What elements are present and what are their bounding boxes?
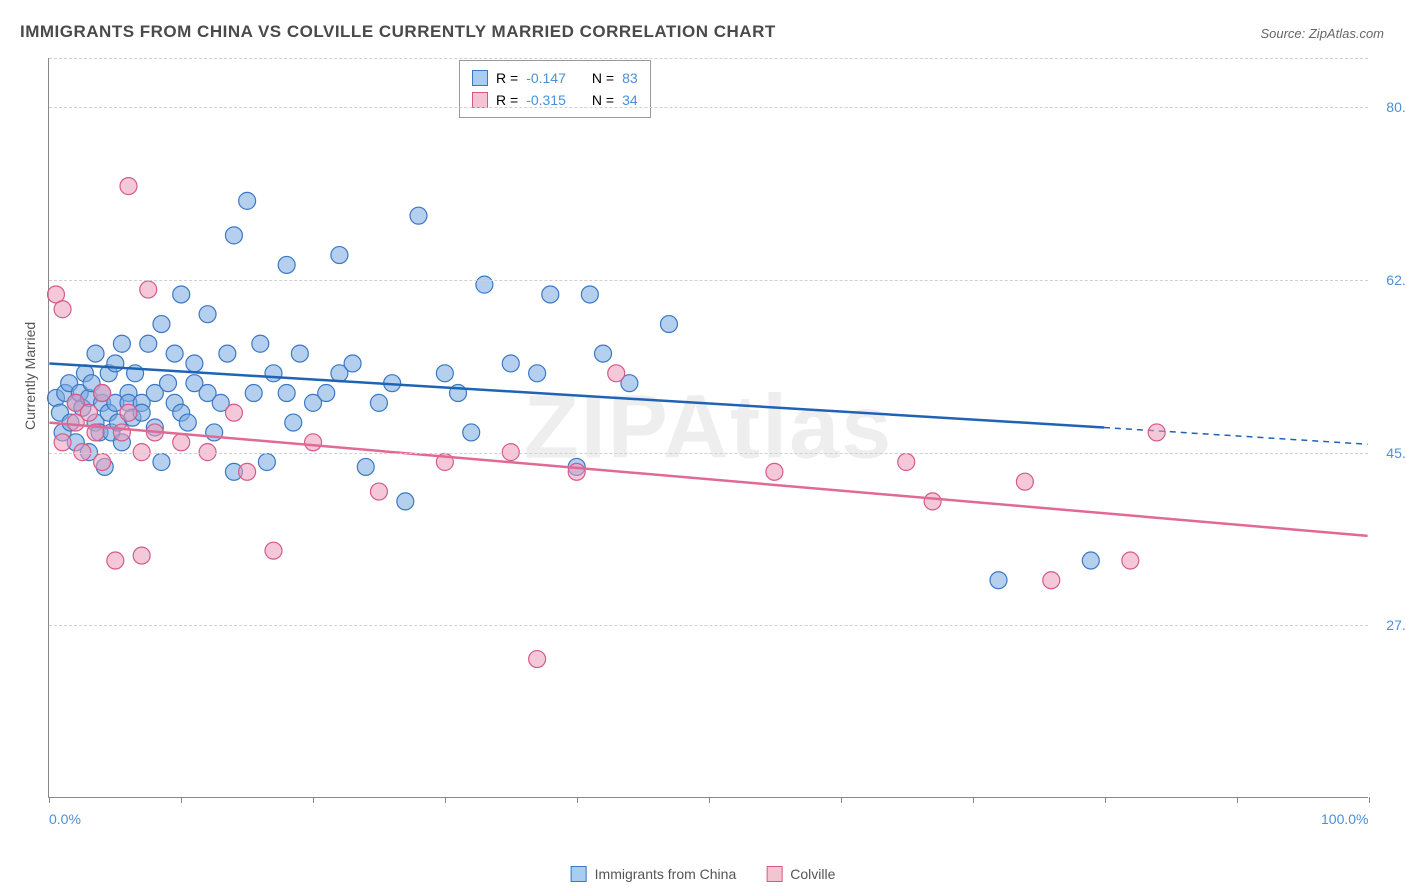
scatter-point	[120, 404, 137, 421]
y-tick-label: 62.5%	[1386, 272, 1406, 288]
scatter-point	[219, 345, 236, 362]
scatter-point	[140, 281, 157, 298]
r-label: R =	[496, 70, 518, 86]
scatter-point	[502, 355, 519, 372]
n-value: 83	[622, 70, 638, 86]
n-label: N =	[592, 92, 614, 108]
scatter-point	[225, 404, 242, 421]
r-value: -0.315	[526, 92, 566, 108]
scatter-point	[113, 335, 130, 352]
scatter-point	[153, 316, 170, 333]
legend-item-china: Immigrants from China	[571, 866, 737, 882]
scatter-point	[173, 434, 190, 451]
legend-swatch-china	[472, 70, 488, 86]
r-label: R =	[496, 92, 518, 108]
scatter-point	[924, 493, 941, 510]
scatter-point	[225, 227, 242, 244]
scatter-point	[87, 345, 104, 362]
scatter-point	[529, 651, 546, 668]
scatter-point	[265, 365, 282, 382]
scatter-point	[1082, 552, 1099, 569]
scatter-point	[80, 404, 97, 421]
legend-label-china: Immigrants from China	[595, 866, 737, 882]
scatter-point	[140, 335, 157, 352]
scatter-point	[278, 385, 295, 402]
legend-swatch-colville	[472, 92, 488, 108]
scatter-point	[107, 552, 124, 569]
scatter-point	[94, 385, 111, 402]
legend-swatch-colville-icon	[766, 866, 782, 882]
scatter-point	[344, 355, 361, 372]
plot-area: ZIPAtlas R = -0.147 N = 83 R = -0.315 N …	[48, 58, 1368, 798]
scatter-point	[54, 434, 71, 451]
scatter-point	[1122, 552, 1139, 569]
y-axis-label: Currently Married	[22, 322, 38, 430]
chart-title: IMMIGRANTS FROM CHINA VS COLVILLE CURREN…	[20, 22, 776, 42]
scatter-point	[436, 365, 453, 382]
scatter-point	[357, 458, 374, 475]
scatter-point	[285, 414, 302, 431]
scatter-point	[94, 453, 111, 470]
scatter-point	[990, 572, 1007, 589]
series-legend: Immigrants from China Colville	[571, 866, 836, 882]
scatter-point	[1016, 473, 1033, 490]
n-label: N =	[592, 70, 614, 86]
scatter-point	[660, 316, 677, 333]
scatter-point	[305, 434, 322, 451]
y-tick-label: 27.5%	[1386, 617, 1406, 633]
scatter-point	[608, 365, 625, 382]
n-value: 34	[622, 92, 638, 108]
scatter-point	[239, 463, 256, 480]
scatter-point	[898, 453, 915, 470]
scatter-point	[107, 355, 124, 372]
scatter-point	[463, 424, 480, 441]
scatter-point	[160, 375, 177, 392]
scatter-point	[318, 385, 335, 402]
scatter-point	[186, 355, 203, 372]
scatter-point	[370, 483, 387, 500]
scatter-point	[278, 256, 295, 273]
scatter-point	[1148, 424, 1165, 441]
scatter-point	[370, 394, 387, 411]
legend-label-colville: Colville	[790, 866, 835, 882]
legend-swatch-china-icon	[571, 866, 587, 882]
scatter-point	[331, 247, 348, 264]
scatter-point	[153, 453, 170, 470]
scatter-point	[397, 493, 414, 510]
source-attribution: Source: ZipAtlas.com	[1260, 26, 1384, 41]
scatter-point	[166, 345, 183, 362]
scatter-point	[1043, 572, 1060, 589]
scatter-point	[120, 178, 137, 195]
scatter-point	[54, 301, 71, 318]
scatter-point	[476, 276, 493, 293]
scatter-point	[265, 542, 282, 559]
trend-line-extrapolated	[1104, 428, 1368, 445]
scatter-point	[410, 207, 427, 224]
scatter-point	[258, 453, 275, 470]
scatter-point	[529, 365, 546, 382]
scatter-point	[113, 424, 130, 441]
scatter-point	[581, 286, 598, 303]
correlation-legend: R = -0.147 N = 83 R = -0.315 N = 34	[459, 60, 651, 118]
scatter-point	[766, 463, 783, 480]
scatter-point	[542, 286, 559, 303]
scatter-point	[179, 414, 196, 431]
x-tick-label: 0.0%	[49, 811, 81, 827]
r-value: -0.147	[526, 70, 566, 86]
scatter-point	[199, 306, 216, 323]
scatter-point	[173, 286, 190, 303]
scatter-point	[239, 192, 256, 209]
scatter-svg	[49, 58, 1368, 797]
scatter-point	[133, 547, 150, 564]
scatter-point	[595, 345, 612, 362]
legend-item-colville: Colville	[766, 866, 835, 882]
scatter-point	[568, 463, 585, 480]
scatter-point	[291, 345, 308, 362]
scatter-point	[252, 335, 269, 352]
x-tick-label: 100.0%	[1321, 811, 1368, 827]
legend-row-china: R = -0.147 N = 83	[472, 67, 638, 89]
y-tick-label: 80.0%	[1386, 99, 1406, 115]
scatter-point	[245, 385, 262, 402]
y-tick-label: 45.0%	[1386, 445, 1406, 461]
